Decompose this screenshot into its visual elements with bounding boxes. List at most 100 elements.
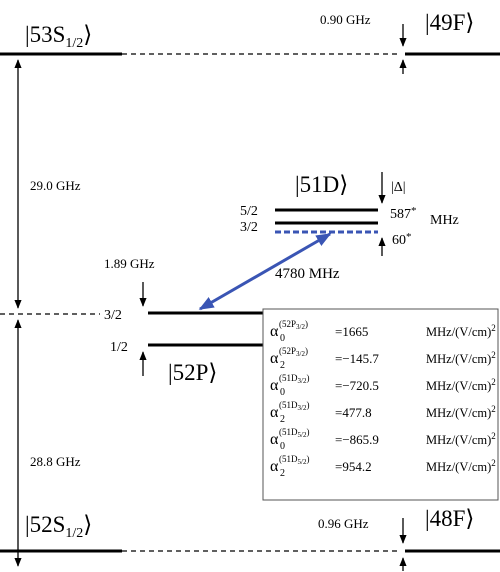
text-part: 587 xyxy=(390,207,411,222)
text-part: 2 xyxy=(280,414,285,425)
text-part: MHz/(V/cm) xyxy=(426,379,491,393)
text-part: 0 xyxy=(280,387,285,398)
text-part: = xyxy=(335,324,342,339)
text-part: α xyxy=(270,404,279,421)
text-part: α xyxy=(270,350,279,367)
text-part: 954.2 xyxy=(342,459,371,474)
text-part: 2 xyxy=(491,350,496,360)
text-part: 60 xyxy=(392,233,406,248)
text-part: ) xyxy=(306,373,309,383)
text-part: MHz/(V/cm) xyxy=(426,460,491,474)
alpha-order: 0 xyxy=(280,441,285,452)
state-label: |48F⟩ xyxy=(425,506,474,531)
table-box xyxy=(262,308,499,501)
text-part: MHz/(V/cm) xyxy=(426,325,491,339)
transition-arrow xyxy=(198,232,332,311)
text-part: 5/2 xyxy=(298,431,307,439)
text-part: MHz/(V/cm) xyxy=(426,352,491,366)
text-part: −720.5 xyxy=(342,378,379,393)
text-part: 0.96 GHz xyxy=(318,516,369,531)
text-part: ( xyxy=(279,373,282,383)
text-part: 2 xyxy=(491,458,496,468)
text-part: = xyxy=(335,378,342,393)
text-part: = xyxy=(335,459,342,474)
fine-label: 60* xyxy=(392,231,412,248)
text-part: α xyxy=(270,377,279,394)
fine-label: 3/2 xyxy=(104,308,122,323)
text-part: |51D⟩ xyxy=(295,172,348,197)
text-part: ⟩ xyxy=(83,22,92,47)
alpha-order: 0 xyxy=(280,387,285,398)
alpha-value: =1665 xyxy=(335,324,368,339)
alpha-value: =−720.5 xyxy=(335,378,379,393)
splitting: 0.96 GHz xyxy=(318,516,369,531)
text-part: ( xyxy=(279,346,282,356)
text-part: 3/2 xyxy=(296,323,305,331)
text-part: 477.8 xyxy=(342,405,371,420)
alpha-unit: MHz/(V/cm)2 xyxy=(426,404,496,420)
text-part: −865.9 xyxy=(342,432,379,447)
text-part: ( xyxy=(279,454,282,464)
text-part: α xyxy=(270,431,279,448)
text-part: |Δ| xyxy=(391,180,406,195)
text-part: = xyxy=(335,432,342,447)
state-label: |52S1/2⟩ xyxy=(25,512,92,541)
text-part: 29.0 GHz xyxy=(30,178,81,193)
alpha: α xyxy=(270,458,279,475)
text-part: 1.89 GHz xyxy=(104,256,155,271)
alpha-unit: MHz/(V/cm)2 xyxy=(426,323,496,339)
text-part: 2 xyxy=(491,404,496,414)
alpha-value: =−865.9 xyxy=(335,432,379,447)
arrows xyxy=(14,24,407,571)
text-part: ) xyxy=(306,427,309,437)
alpha-state: (51D5/2) xyxy=(279,454,309,466)
text-part: 52P xyxy=(282,319,296,329)
text-part: 2 xyxy=(491,323,496,333)
alpha-state: (51D5/2) xyxy=(279,427,309,439)
text-part: 3/2 xyxy=(298,377,307,385)
alpha-state: (52P3/2) xyxy=(279,319,308,331)
fine-label: |Δ| xyxy=(391,180,406,195)
text-part: α xyxy=(270,458,279,475)
splitting: 0.90 GHz xyxy=(320,12,371,27)
text-part: * xyxy=(411,205,417,217)
text-part: 1/2 xyxy=(65,526,83,541)
text-part: = xyxy=(335,405,342,420)
alpha-unit: MHz/(V/cm)2 xyxy=(426,350,496,366)
text-part: ⟩ xyxy=(83,512,92,537)
splitting: 1.89 GHz xyxy=(104,256,155,271)
alpha-unit: MHz/(V/cm)2 xyxy=(426,431,496,447)
alpha-unit: MHz/(V/cm)2 xyxy=(426,377,496,393)
text-part: 3/2 xyxy=(240,220,258,235)
text-part: |52S xyxy=(25,512,65,537)
state-label: |52P⟩ xyxy=(168,360,217,385)
alpha-state: (52P3/2) xyxy=(279,346,308,358)
text-part: −145.7 xyxy=(342,351,379,366)
alpha-value: =477.8 xyxy=(335,405,372,420)
text-part: |49F⟩ xyxy=(425,10,474,35)
fine-label: MHz xyxy=(430,213,459,228)
alpha-order: 2 xyxy=(280,360,285,371)
text-part: ( xyxy=(279,319,282,329)
text-part: 51D xyxy=(282,454,298,464)
text-part: 1/2 xyxy=(65,36,83,51)
alpha-order: 0 xyxy=(280,333,285,344)
text-part: 3/2 xyxy=(298,404,307,412)
text-part: |48F⟩ xyxy=(425,506,474,531)
fine-label: 1/2 xyxy=(110,340,128,355)
text-part: α xyxy=(270,323,279,340)
text-part: 3/2 xyxy=(296,350,305,358)
text-part: 5/2 xyxy=(298,458,307,466)
splitting: 4780 MHz xyxy=(275,266,340,282)
state-label: |49F⟩ xyxy=(425,10,474,35)
text-part: MHz xyxy=(430,213,459,228)
text-part: 2 xyxy=(280,360,285,371)
alpha-value: =954.2 xyxy=(335,459,372,474)
text-part: 52P xyxy=(282,346,296,356)
text-part: 0 xyxy=(280,441,285,452)
text-part: 2 xyxy=(491,431,496,441)
text-part: 3/2 xyxy=(104,308,122,323)
text-part: 5/2 xyxy=(240,204,258,219)
alpha: α xyxy=(270,404,279,421)
